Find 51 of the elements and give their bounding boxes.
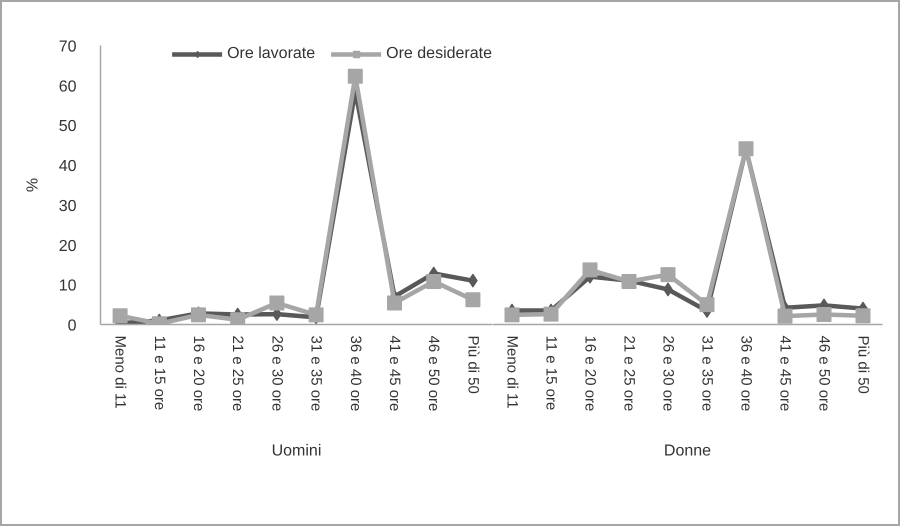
point (856, 308, 870, 324)
point (112, 308, 128, 324)
x-tick-label: 31 e 35 ore (308, 336, 325, 412)
x-tick-label: Più di 50 (854, 336, 872, 394)
point (348, 68, 363, 84)
x-tick-label: 11 e 15 ore (542, 336, 560, 410)
x-tick-label: Meno di 11 (504, 336, 520, 409)
x-tick-label: 41 e 45 ore (776, 336, 794, 412)
point (622, 274, 636, 289)
x-tick-label: Più di 50 (464, 336, 482, 394)
x-tick-label: 16 e 20 ore (190, 336, 207, 412)
point (426, 274, 442, 289)
x-tick-label: 46 e 50 ore (816, 336, 832, 412)
point (700, 297, 714, 312)
x-tick-label: 46 e 50 ore (425, 336, 442, 412)
y-tick-label: 20 (58, 238, 77, 255)
y-tick-label: 0 (68, 318, 77, 334)
point (738, 141, 754, 156)
x-tick-label: 11 e 15 ore (150, 336, 168, 410)
point (816, 307, 832, 322)
x-tick-label: 26 e 30 ore (660, 336, 676, 412)
point (191, 307, 206, 322)
y-tick-label: 10 (58, 278, 77, 295)
x-tick-label: 16 e 20 ore (582, 336, 598, 412)
point (660, 267, 676, 282)
x-axis-title: Donne (664, 442, 712, 460)
x-tick-label: Meno di 11 (112, 336, 129, 409)
point (778, 308, 792, 324)
x-tick-label: 41 e 45 ore (386, 336, 403, 412)
point (504, 307, 520, 322)
x-tick-label: 21 e 25 ore (229, 336, 246, 412)
y-tick-label: 60 (58, 78, 77, 96)
x-tick-label: 21 e 25 ore (620, 336, 638, 412)
y-axis-title: % (24, 178, 42, 192)
point (269, 295, 284, 310)
point (582, 262, 598, 278)
y-tick-label: 50 (58, 118, 77, 136)
y-tick-label: 70 (58, 38, 77, 56)
y-tick-label: 40 (58, 158, 77, 176)
legend-label: Ore desiderate (386, 45, 492, 63)
point (544, 306, 558, 322)
x-tick-label: 26 e 30 ore (268, 336, 286, 412)
legend-label: Ore lavorate (227, 45, 316, 63)
x-axis-title: Uomini (272, 442, 322, 460)
x-tick-label: 36 e 40 ore (738, 336, 754, 412)
x-tick-label: 31 e 35 ore (698, 336, 716, 412)
x-tick-label: 36 e 40 ore (346, 336, 364, 412)
point (308, 307, 324, 322)
y-tick-label: 30 (58, 198, 77, 215)
point (387, 295, 402, 310)
point (465, 292, 480, 308)
